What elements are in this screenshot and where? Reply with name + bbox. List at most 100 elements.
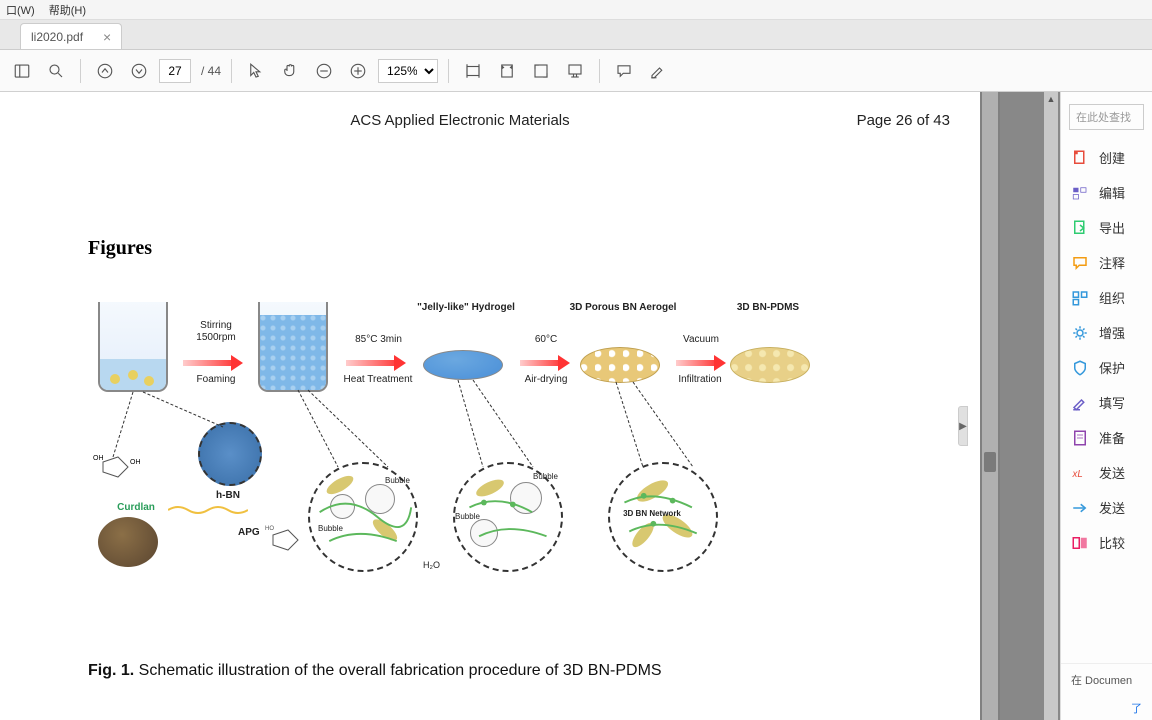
sidepanel-item-export[interactable]: 导出 [1061,210,1152,245]
fill-icon [1071,394,1089,412]
tab-close-icon[interactable]: × [103,29,111,45]
zoom-in-icon[interactable] [344,57,372,85]
aerogel-dish [580,347,660,383]
zoom-select[interactable]: 125% [378,59,438,83]
menu-window[interactable]: 口(W) [6,2,35,18]
sidepanel-item-comment[interactable]: 注释 [1061,245,1152,280]
sidepanel-item-enhance[interactable]: 增强 [1061,315,1152,350]
protect-icon [1071,359,1089,377]
main-area: ACS Applied Electronic Materials Page 26… [0,92,1152,720]
journal-title: ACS Applied Electronic Materials [350,112,569,129]
product-dish [730,347,810,383]
prepare-icon [1071,429,1089,447]
page-number-input[interactable] [159,59,191,83]
separator [80,59,81,83]
sidepanel-item-send2[interactable]: 发送 [1061,490,1152,525]
apg-label: APG [238,527,260,539]
tab-filename: li2020.pdf [31,30,83,44]
fullscreen-icon[interactable] [527,57,555,85]
page-header: ACS Applied Electronic Materials Page 26… [0,112,980,129]
svg-text:HO: HO [265,526,274,532]
sidepanel-item-label: 填写 [1099,393,1125,412]
sidepanel-item-edit[interactable]: 编辑 [1061,175,1152,210]
h2o-label: H₂O [423,560,440,571]
create-icon [1071,149,1089,167]
zoom-out-icon[interactable] [310,57,338,85]
detail-bubble-1: Bubble Bubble [308,462,418,572]
tools-sidepanel: 在此处查找 创建编辑导出注释组织增强保护填写准备xL发送发送比较 在 Docum… [1060,92,1152,720]
page-up-icon[interactable] [91,57,119,85]
inner-scrollbar[interactable] [982,92,998,720]
product-label: 3D BN-PDMS [728,302,808,314]
hbn-circle [198,422,262,486]
sidepanel-item-label: 发送 [1099,463,1125,482]
sidepanel-item-organize[interactable]: 组织 [1061,280,1152,315]
highlight-icon[interactable] [644,57,672,85]
hand-tool-icon[interactable] [276,57,304,85]
fit-page-icon[interactable] [493,57,521,85]
document-viewport[interactable]: ACS Applied Electronic Materials Page 26… [0,92,1060,720]
sidepanel-link[interactable]: 了 [1061,696,1152,720]
detail-bubble-2: Bubble Bubble [453,462,563,572]
fit-width-icon[interactable] [459,57,487,85]
sidepanel-footer: 在 Documen [1061,663,1152,696]
arrow-step-3 [520,357,570,369]
sidepanel-item-label: 比较 [1099,533,1125,552]
separator [448,59,449,83]
curdlan-structure: OHOH [88,452,158,492]
sidepanel-item-label: 组织 [1099,288,1125,307]
separator [231,59,232,83]
pdf-page: ACS Applied Electronic Materials Page 26… [0,92,980,720]
arrow-step-4 [676,357,726,369]
page-number-label: Page 26 of 43 [857,112,950,129]
send1-icon: xL [1071,464,1089,482]
sidepanel-item-protect[interactable]: 保护 [1061,350,1152,385]
search-icon[interactable] [42,57,70,85]
read-mode-icon[interactable] [561,57,589,85]
sidepanel-item-fill[interactable]: 填写 [1061,385,1152,420]
sidepanel-item-label: 编辑 [1099,183,1125,202]
step4-vacuum: Vacuum [676,334,726,346]
sidepanel-item-compare[interactable]: 比较 [1061,525,1152,560]
step2-heat: Heat Treatment [338,374,418,386]
edit-icon [1071,184,1089,202]
sidepanel-item-create[interactable]: 创建 [1061,140,1152,175]
comment-icon[interactable] [610,57,638,85]
sidebar-toggle-icon[interactable] [8,57,36,85]
curdlan-label: Curdlan [106,502,166,514]
pointer-tool-icon[interactable] [242,57,270,85]
toolbar: / 44 125% [0,50,1152,92]
step3-temp: 60°C [526,334,566,346]
apg-tail [168,502,248,517]
menu-help[interactable]: 帮助(H) [49,2,86,18]
sidepanel-search-input[interactable]: 在此处查找 [1069,104,1144,130]
sidepanel-item-label: 准备 [1099,428,1125,447]
outer-scrollbar-track[interactable]: ▲ [1044,92,1058,720]
sidepanel-item-prepare[interactable]: 准备 [1061,420,1152,455]
document-tab[interactable]: li2020.pdf × [20,23,122,49]
figure-caption: Fig. 1. Schematic illustration of the ov… [88,662,662,680]
sidepanel-collapse-icon[interactable]: ▶ [958,406,968,446]
beaker-2 [258,302,328,392]
section-heading: Figures [88,237,152,260]
page-down-icon[interactable] [125,57,153,85]
aerogel-label: 3D Porous BN Aerogel [568,302,678,314]
export-icon [1071,219,1089,237]
enhance-icon [1071,324,1089,342]
sidepanel-item-label: 导出 [1099,218,1125,237]
doc-margin: ▲ [1000,92,1060,720]
tab-bar: li2020.pdf × [0,20,1152,50]
hydrogel-dish [423,350,503,380]
svg-text:xL: xL [1072,468,1083,479]
hbn-label: h-BN [208,490,248,502]
step1-label: Stirring1500rpm [186,320,246,344]
compare-icon [1071,534,1089,552]
hydrogel-label: "Jelly-like" Hydrogel [416,302,516,314]
sidepanel-item-send1[interactable]: xL 发送 [1061,455,1152,490]
organize-icon [1071,289,1089,307]
arrow-step-1 [183,357,243,369]
figure-1-schematic: Stirring1500rpm Foaming 85°C 3min Heat T… [88,292,828,592]
sidepanel-item-label: 发送 [1099,498,1125,517]
comment-icon [1071,254,1089,272]
step1-foaming: Foaming [186,374,246,386]
